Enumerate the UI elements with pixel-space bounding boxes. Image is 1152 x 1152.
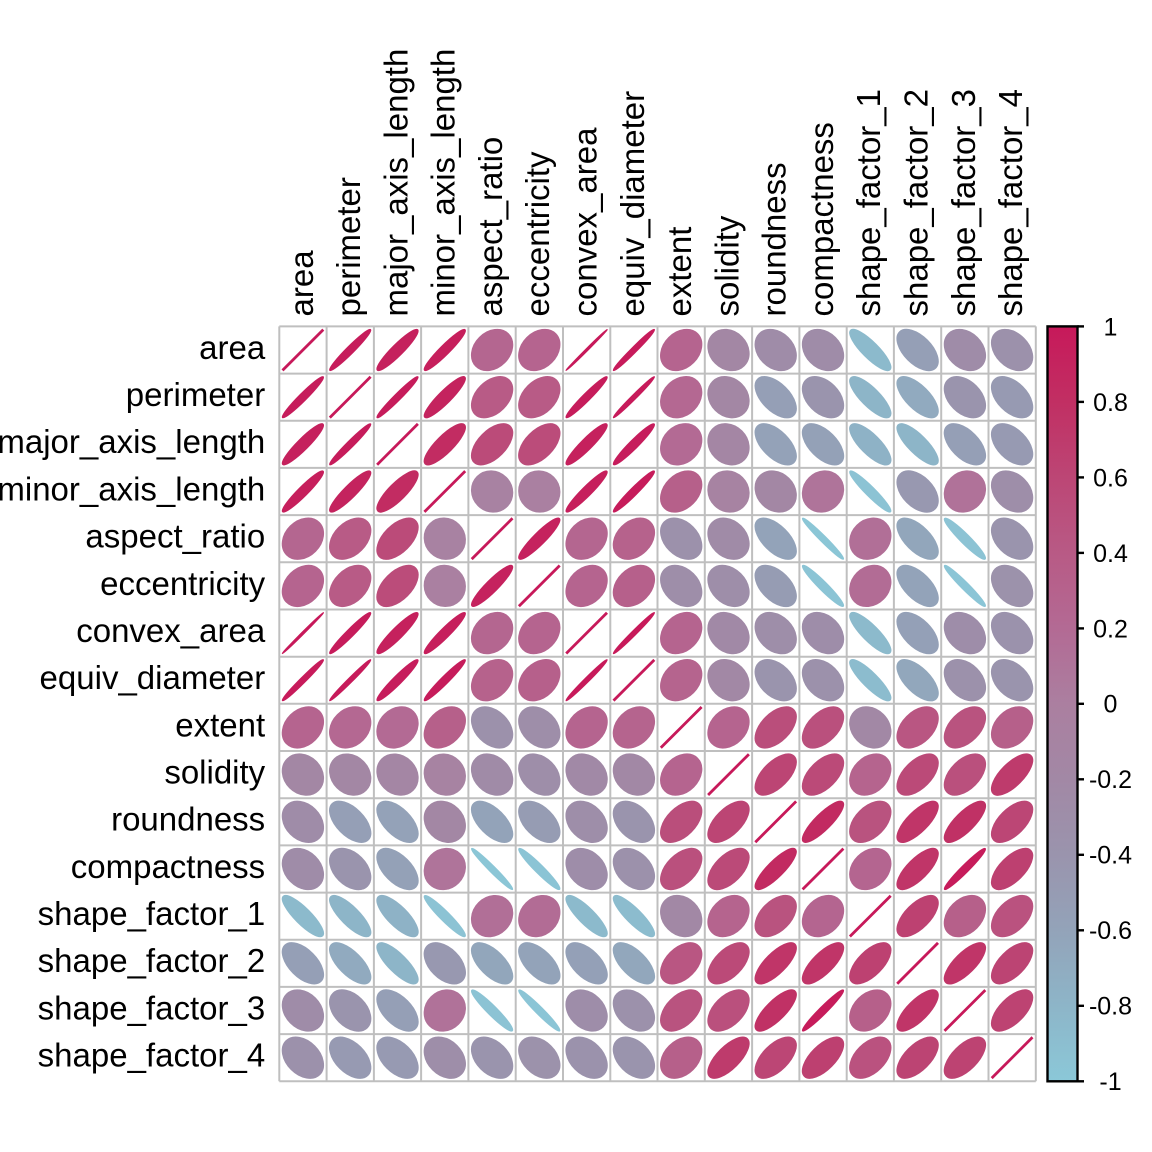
svg-text:-0.8: -0.8 <box>1089 993 1132 1021</box>
svg-text:roundness: roundness <box>756 162 793 316</box>
svg-text:extent: extent <box>661 227 698 317</box>
svg-text:compactness: compactness <box>803 122 840 316</box>
svg-text:equiv_diameter: equiv_diameter <box>40 659 266 696</box>
svg-text:shape_factor_4: shape_factor_4 <box>992 89 1029 317</box>
svg-text:solidity: solidity <box>708 215 745 316</box>
svg-text:shape_factor_3: shape_factor_3 <box>945 89 982 317</box>
svg-text:eccentricity: eccentricity <box>100 565 266 602</box>
svg-text:roundness: roundness <box>111 801 265 838</box>
svg-text:0.8: 0.8 <box>1093 389 1128 417</box>
svg-text:solidity: solidity <box>164 754 265 791</box>
svg-text:-0.6: -0.6 <box>1089 917 1132 945</box>
svg-text:shape_factor_1: shape_factor_1 <box>38 895 266 932</box>
svg-text:equiv_diameter: equiv_diameter <box>614 91 651 317</box>
svg-text:major_axis_length: major_axis_length <box>0 423 265 460</box>
svg-text:major_axis_length: major_axis_length <box>377 49 414 317</box>
svg-text:1: 1 <box>1104 313 1118 341</box>
svg-text:aspect_ratio: aspect_ratio <box>85 518 265 555</box>
svg-text:shape_factor_4: shape_factor_4 <box>38 1037 266 1074</box>
svg-text:0.4: 0.4 <box>1093 540 1128 568</box>
svg-text:compactness: compactness <box>71 848 265 885</box>
svg-text:perimeter: perimeter <box>126 376 265 413</box>
svg-text:minor_axis_length: minor_axis_length <box>425 49 462 317</box>
svg-text:convex_area: convex_area <box>76 612 266 649</box>
svg-text:convex_area: convex_area <box>567 127 604 317</box>
svg-text:minor_axis_length: minor_axis_length <box>0 470 265 507</box>
svg-text:shape_factor_1: shape_factor_1 <box>850 89 887 317</box>
svg-text:eccentricity: eccentricity <box>519 151 556 317</box>
svg-text:area: area <box>199 329 266 366</box>
svg-text:shape_factor_2: shape_factor_2 <box>898 89 935 317</box>
svg-text:0.2: 0.2 <box>1093 615 1128 643</box>
svg-text:aspect_ratio: aspect_ratio <box>472 137 509 317</box>
svg-text:shape_factor_2: shape_factor_2 <box>38 942 266 979</box>
svg-text:perimeter: perimeter <box>330 177 367 316</box>
svg-text:0: 0 <box>1104 691 1118 719</box>
svg-text:-0.2: -0.2 <box>1089 766 1132 794</box>
svg-text:shape_factor_3: shape_factor_3 <box>38 989 266 1026</box>
svg-text:extent: extent <box>175 706 265 743</box>
svg-text:-1: -1 <box>1099 1068 1121 1096</box>
svg-text:0.6: 0.6 <box>1093 464 1128 492</box>
svg-text:-0.4: -0.4 <box>1089 842 1132 870</box>
svg-text:area: area <box>283 250 320 317</box>
